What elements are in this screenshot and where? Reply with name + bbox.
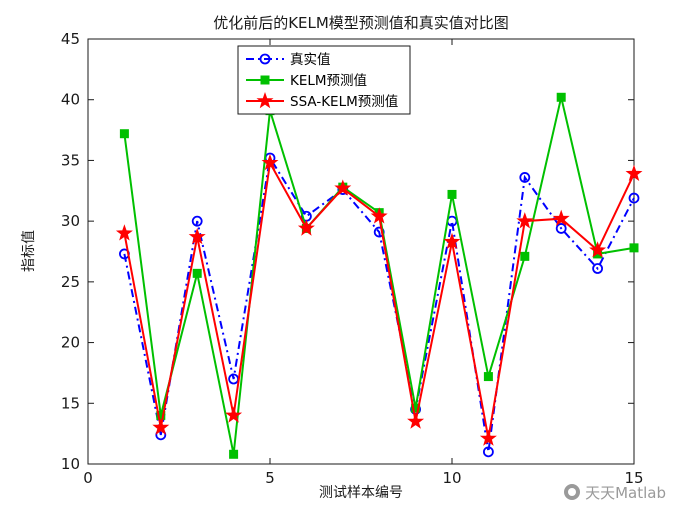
series-marker <box>115 224 133 241</box>
series-marker <box>152 418 170 435</box>
y-tick-label: 10 <box>61 455 80 473</box>
watermark: 天天Matlab <box>564 482 666 502</box>
series-marker <box>519 172 531 183</box>
series-marker <box>225 406 243 423</box>
x-tick-label: 10 <box>442 469 461 487</box>
legend-marker <box>260 75 270 85</box>
series-marker <box>628 192 640 204</box>
series-marker <box>555 223 567 234</box>
series-marker <box>188 227 206 245</box>
watermark-text: 天天Matlab <box>585 483 666 502</box>
y-tick-label: 15 <box>61 394 80 412</box>
series-marker <box>483 372 493 382</box>
series-marker <box>334 179 352 196</box>
series-line <box>123 155 635 453</box>
legend-label: KELM预测值 <box>290 73 367 89</box>
series-marker <box>261 153 279 171</box>
series-marker <box>191 215 203 227</box>
y-tick-label: 30 <box>61 212 80 230</box>
series-marker <box>482 446 494 458</box>
watermark-logo-icon <box>564 484 581 500</box>
legend-marker <box>259 53 271 65</box>
series-marker <box>229 449 239 459</box>
series-marker <box>552 209 570 226</box>
series-marker <box>625 164 643 182</box>
x-axis-label: 测试样本编号 <box>319 485 403 501</box>
series-marker <box>556 92 566 102</box>
x-tick-label: 5 <box>265 469 275 487</box>
chart-title: 优化前后的KELM模型预测值和真实值对比图 <box>213 14 509 32</box>
series-marker <box>443 232 461 250</box>
series-marker <box>479 429 497 446</box>
y-tick-label: 40 <box>61 91 80 109</box>
series-marker <box>520 251 530 261</box>
legend-marker <box>256 91 274 109</box>
y-tick-label: 45 <box>61 30 80 48</box>
legend-label: 真实值 <box>290 52 331 68</box>
series-marker <box>119 129 129 139</box>
series-marker <box>192 268 202 278</box>
series-marker <box>589 241 607 258</box>
series-marker <box>411 403 421 413</box>
series-marker <box>297 219 315 236</box>
y-tick-label: 25 <box>61 273 80 291</box>
series-marker <box>516 212 534 229</box>
series-marker <box>629 243 639 253</box>
series-marker <box>407 412 425 429</box>
legend-label: SSA-KELM预测值 <box>290 94 398 110</box>
series-marker <box>592 263 603 274</box>
y-axis-label: 指标值 <box>21 230 37 272</box>
series-marker <box>370 207 388 224</box>
y-tick-label: 20 <box>61 334 80 352</box>
x-tick-label: 0 <box>83 469 93 487</box>
y-tick-label: 35 <box>61 151 80 169</box>
x-tick-label: 15 <box>624 469 643 487</box>
series-marker <box>447 189 457 199</box>
